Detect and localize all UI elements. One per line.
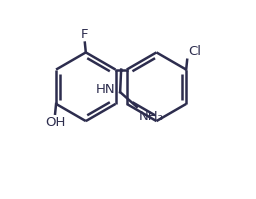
Text: F: F — [81, 28, 89, 41]
Text: OH: OH — [45, 116, 65, 129]
Text: HN: HN — [96, 83, 115, 96]
Text: NH₂: NH₂ — [139, 110, 164, 123]
Text: Cl: Cl — [188, 45, 201, 58]
